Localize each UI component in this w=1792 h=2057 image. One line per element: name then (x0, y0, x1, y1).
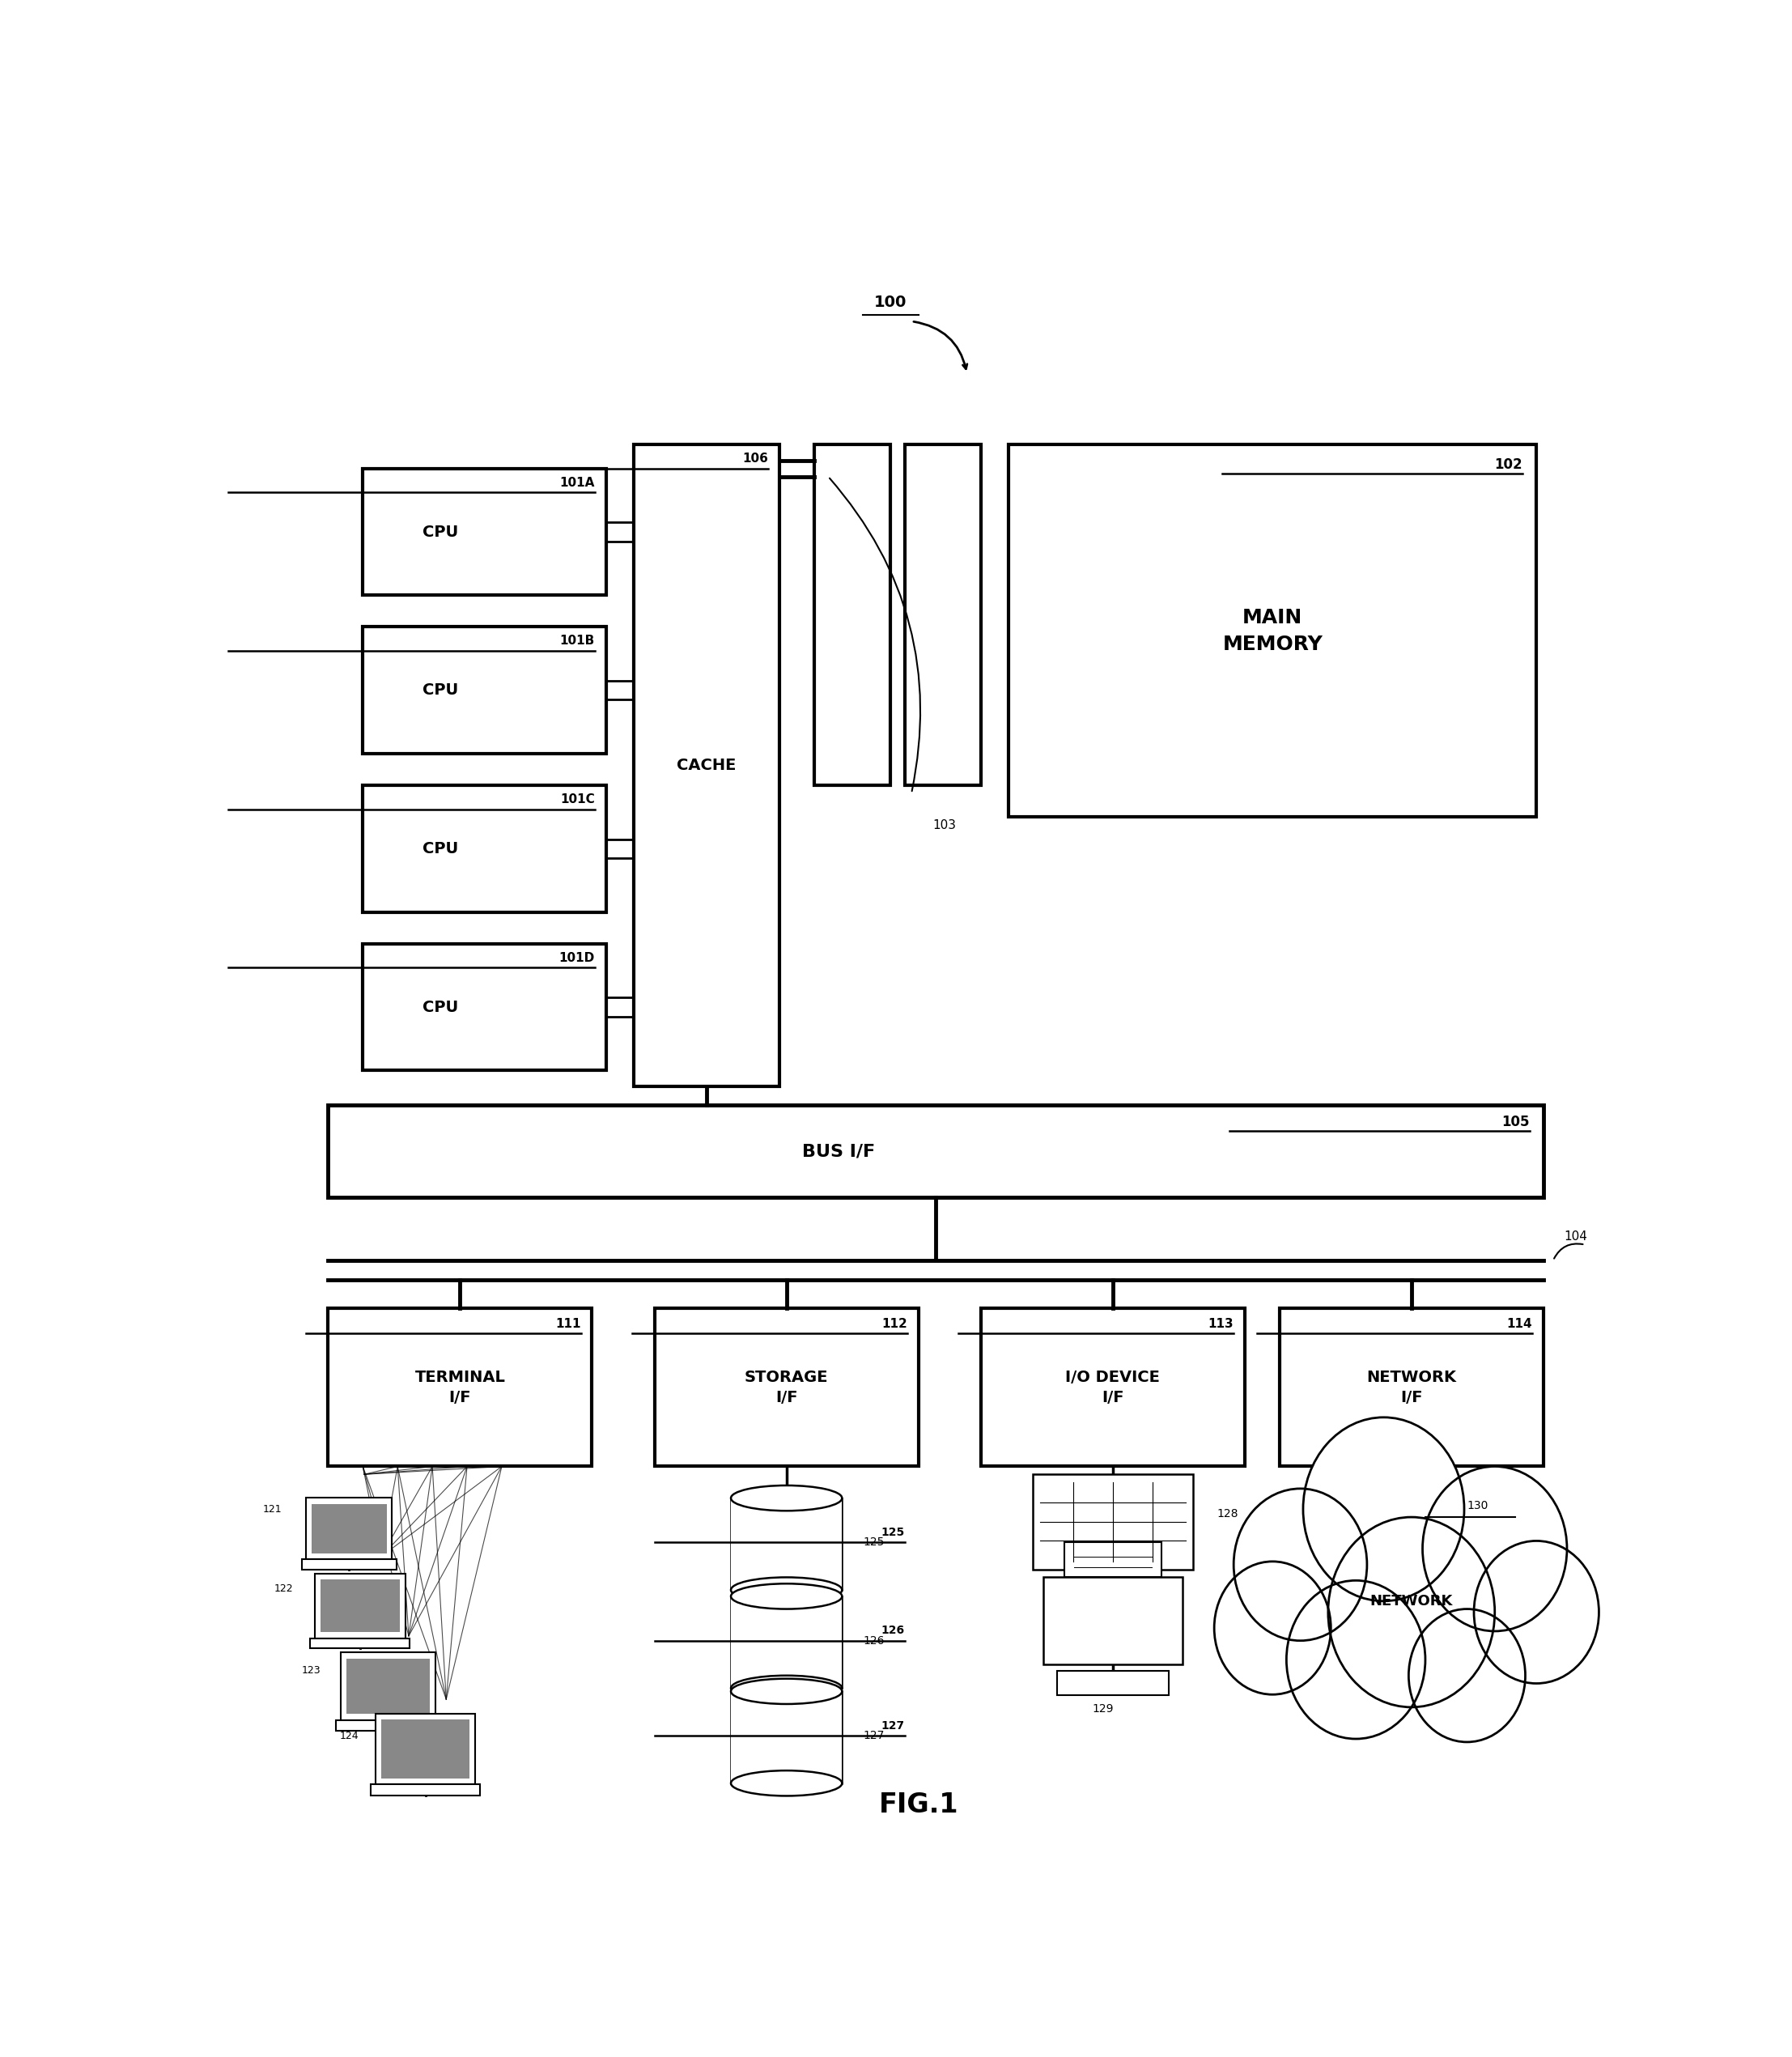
Text: 101C: 101C (561, 794, 595, 806)
Text: 125: 125 (882, 1526, 905, 1539)
Text: 114: 114 (1507, 1319, 1532, 1329)
Bar (312, 1504, 387, 1553)
Bar (328, 1105, 1543, 1197)
Text: 113: 113 (1208, 1319, 1233, 1329)
Text: MAIN
MEMORY: MAIN MEMORY (1222, 607, 1322, 654)
Text: 126: 126 (882, 1625, 905, 1635)
Text: 127: 127 (864, 1730, 883, 1742)
Text: FIG.1: FIG.1 (878, 1792, 959, 1818)
Bar (306, 1497, 392, 1559)
Bar (310, 1637, 410, 1648)
Text: 101D: 101D (559, 952, 595, 965)
Text: 125: 125 (864, 1537, 883, 1549)
Bar (362, 786, 606, 911)
Text: CPU: CPU (423, 841, 459, 856)
Text: 124: 124 (339, 1730, 358, 1740)
Text: 129: 129 (1091, 1703, 1113, 1713)
Text: CPU: CPU (423, 525, 459, 539)
Text: 122: 122 (274, 1584, 294, 1594)
Circle shape (1233, 1489, 1367, 1641)
Bar (1009, 444, 1536, 817)
Bar (328, 1308, 591, 1467)
Text: 130: 130 (1468, 1500, 1489, 1512)
Text: 121: 121 (263, 1504, 281, 1514)
Circle shape (1215, 1561, 1331, 1695)
Bar (1057, 1670, 1168, 1695)
Bar (315, 1574, 405, 1637)
Circle shape (1473, 1541, 1598, 1683)
Text: TERMINAL
I/F: TERMINAL I/F (414, 1370, 505, 1405)
Text: 104: 104 (1564, 1230, 1588, 1242)
Text: CPU: CPU (423, 683, 459, 697)
Circle shape (1423, 1467, 1566, 1631)
Text: 112: 112 (882, 1319, 907, 1329)
Bar (980, 1308, 1245, 1467)
Text: 126: 126 (864, 1635, 883, 1646)
Bar (362, 944, 606, 1070)
Ellipse shape (731, 1584, 842, 1609)
Circle shape (1328, 1518, 1495, 1707)
Text: I/O DEVICE
I/F: I/O DEVICE I/F (1066, 1370, 1159, 1405)
Bar (321, 1580, 400, 1631)
Text: 123: 123 (301, 1666, 321, 1676)
Bar (382, 1720, 470, 1777)
Bar (1279, 1308, 1543, 1467)
Ellipse shape (731, 1485, 842, 1510)
Polygon shape (731, 1596, 842, 1689)
Text: STORAGE
I/F: STORAGE I/F (745, 1370, 828, 1405)
Text: CACHE: CACHE (677, 757, 737, 773)
Polygon shape (731, 1691, 842, 1783)
Bar (301, 1559, 396, 1569)
Ellipse shape (731, 1679, 842, 1703)
Ellipse shape (731, 1676, 842, 1701)
Text: 106: 106 (742, 453, 769, 465)
Text: BUS I/F: BUS I/F (803, 1144, 874, 1160)
Text: 105: 105 (1502, 1115, 1530, 1129)
Text: 100: 100 (874, 294, 907, 311)
Circle shape (1303, 1417, 1464, 1600)
Ellipse shape (731, 1771, 842, 1796)
Bar (634, 444, 780, 1086)
Bar (335, 1720, 441, 1730)
Bar (905, 444, 980, 786)
Text: 127: 127 (882, 1720, 905, 1732)
Polygon shape (731, 1497, 842, 1590)
Text: 101B: 101B (559, 636, 595, 648)
Bar (814, 444, 891, 786)
Ellipse shape (731, 1578, 842, 1602)
Bar (346, 1658, 430, 1713)
Bar (1043, 1578, 1183, 1664)
Bar (362, 627, 606, 753)
Text: NETWORK
I/F: NETWORK I/F (1367, 1370, 1457, 1405)
Bar (362, 469, 606, 594)
Bar (1032, 1475, 1193, 1569)
Bar (371, 1785, 480, 1796)
Text: 101A: 101A (559, 477, 595, 490)
Text: 103: 103 (932, 819, 955, 831)
Circle shape (1409, 1609, 1525, 1742)
Text: NETWORK: NETWORK (1371, 1594, 1453, 1609)
Bar (376, 1713, 475, 1785)
Bar (340, 1652, 435, 1720)
Text: 102: 102 (1495, 457, 1523, 471)
Text: CPU: CPU (423, 1000, 459, 1014)
Text: 111: 111 (556, 1319, 581, 1329)
Bar (654, 1308, 918, 1467)
Text: 128: 128 (1217, 1508, 1238, 1520)
Bar (1064, 1543, 1161, 1578)
Circle shape (1287, 1580, 1425, 1738)
